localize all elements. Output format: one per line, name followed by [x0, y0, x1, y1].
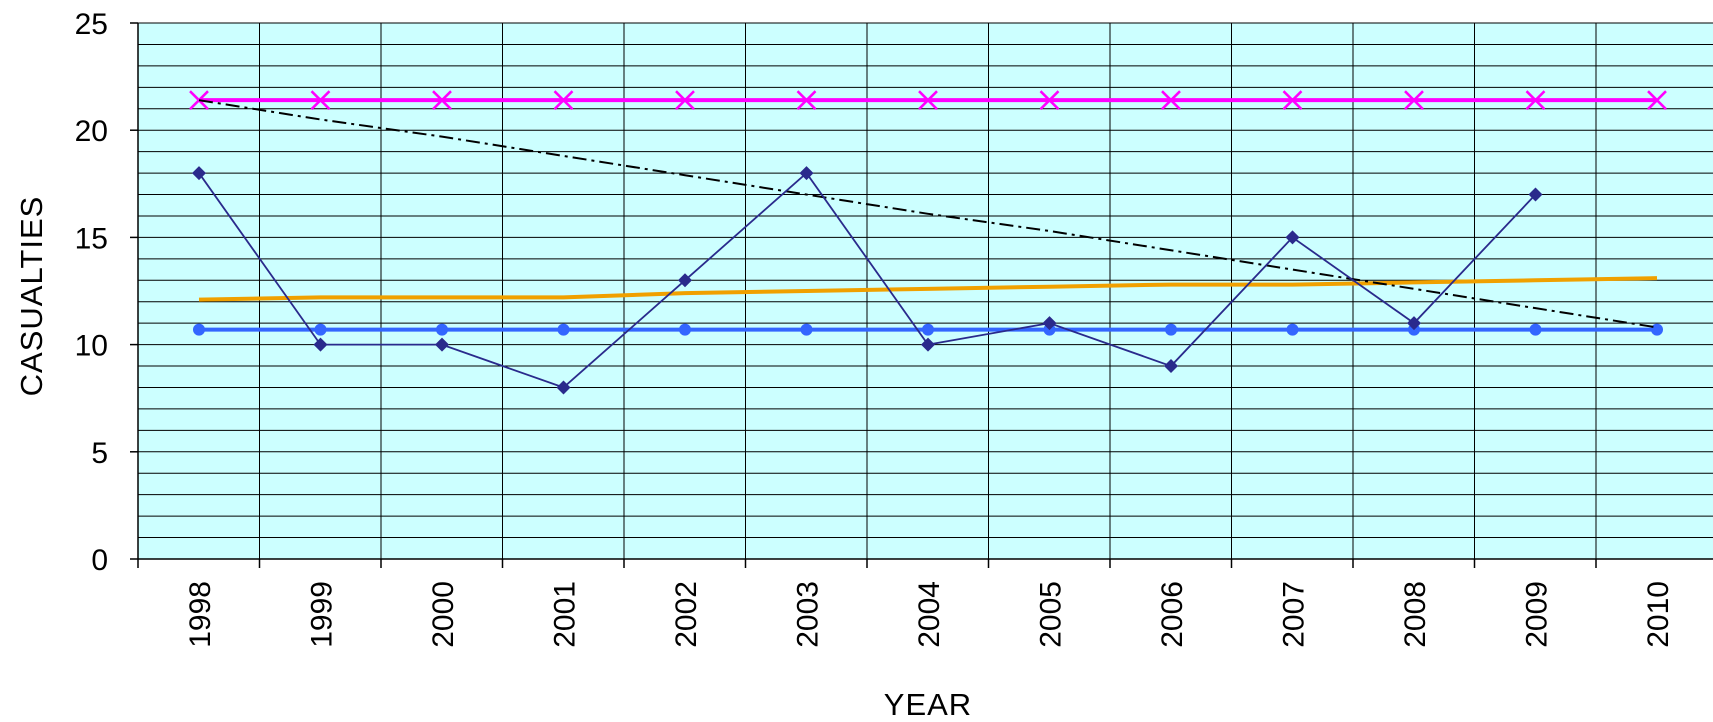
y-tick-label: 15 — [75, 222, 108, 255]
data-point-upper — [432, 90, 452, 111]
tick-labels: 0 5 10 15 20 25 1998 1999 2000 2001 2002 2003 2004 20… — [75, 8, 1675, 648]
y-tick-label: 10 — [75, 330, 108, 363]
data-point-mean — [679, 323, 691, 336]
data-point-mean — [1529, 323, 1542, 336]
data-point-casualties — [678, 273, 692, 288]
data-point-mean — [922, 323, 934, 336]
data-point-mean — [1165, 323, 1177, 336]
data-point-upper — [1647, 90, 1667, 111]
data-point-mean — [193, 323, 205, 336]
data-point-upper — [1282, 90, 1303, 111]
series-line-trend — [198, 276, 1658, 302]
x-tick-label: 1999 — [306, 581, 339, 648]
series-decline — [198, 99, 1658, 329]
y-axis-title: CASUALTIES — [14, 196, 49, 397]
data-point-casualties — [556, 380, 571, 395]
data-point-upper — [1525, 90, 1546, 111]
data-point-mean — [800, 323, 813, 336]
data-point-casualties — [921, 337, 935, 352]
x-axis-title: YEAR — [884, 687, 972, 722]
data-point-casualties — [435, 337, 449, 352]
data-point-casualties — [1285, 230, 1300, 245]
x-tick-label: 2009 — [1521, 581, 1554, 648]
data-point-casualties — [1164, 359, 1178, 374]
data-point-casualties — [799, 166, 814, 181]
data-point-casualties — [313, 337, 328, 352]
x-tick-label: 2010 — [1642, 581, 1675, 648]
data-point-upper — [1039, 90, 1060, 111]
axes — [130, 22, 1713, 568]
data-point-mean — [1651, 323, 1663, 336]
data-point-upper — [1404, 90, 1424, 111]
data-point-casualties — [1407, 316, 1421, 331]
x-tick-label: 2000 — [427, 581, 460, 648]
series-layer — [189, 90, 1667, 395]
x-tick-label: 2006 — [1156, 581, 1189, 648]
x-tick-label: 2005 — [1035, 581, 1068, 648]
y-tick-label: 5 — [91, 437, 108, 470]
x-tick-label: 2003 — [792, 581, 825, 648]
data-point-upper — [310, 90, 331, 111]
data-point-mean — [557, 323, 570, 336]
plot-area — [138, 23, 1713, 559]
data-point-mean — [436, 323, 448, 336]
data-point-casualties — [1042, 316, 1057, 331]
data-point-casualties — [192, 166, 206, 181]
data-point-upper — [918, 90, 938, 111]
series-upper — [189, 90, 1667, 111]
data-point-mean — [1286, 323, 1299, 336]
data-point-upper — [796, 90, 817, 111]
x-tick-label: 1998 — [184, 581, 217, 648]
x-tick-label: 2007 — [1278, 581, 1311, 648]
data-point-casualties — [1528, 187, 1543, 202]
data-point-mean — [314, 323, 327, 336]
y-tick-label: 0 — [91, 544, 108, 577]
x-tick-label: 2001 — [549, 581, 582, 648]
x-tick-label: 2008 — [1399, 581, 1432, 648]
y-tick-label: 20 — [75, 115, 108, 148]
series-casualties — [192, 166, 1543, 395]
series-line-decline — [198, 99, 1658, 329]
y-tick-label: 25 — [75, 8, 108, 41]
data-point-upper — [675, 90, 695, 111]
data-point-upper — [553, 90, 574, 111]
x-tick-label: 2004 — [913, 581, 946, 648]
series-trend — [198, 276, 1658, 302]
series-line-casualties — [198, 171, 1537, 389]
data-point-upper — [1161, 90, 1181, 111]
x-tick-label: 2002 — [670, 581, 703, 648]
